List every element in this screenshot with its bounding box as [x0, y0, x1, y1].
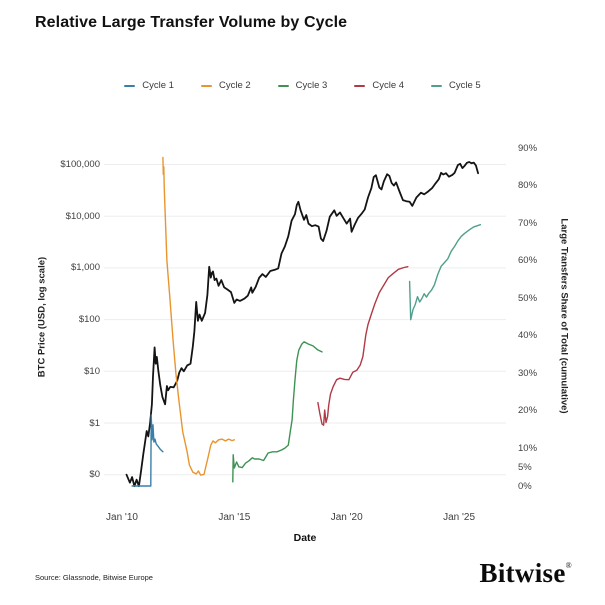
cycle-3-line	[232, 341, 323, 483]
registered-mark: ®	[565, 561, 572, 570]
legend-line-marker	[431, 84, 443, 87]
legend-line-marker	[277, 84, 289, 87]
legend-label: Cycle 4	[372, 80, 405, 91]
cycle-5-line	[408, 223, 482, 321]
right-tick-label: 0%	[518, 480, 532, 492]
right-tick-label: 20%	[518, 405, 538, 417]
legend-label: Cycle 3	[295, 80, 328, 91]
legend-item-cycle-3: Cycle 3	[277, 80, 328, 91]
right-tick-label: 40%	[518, 330, 538, 342]
legend: Cycle 1 Cycle 2 Cycle 3 Cycle 4 Cycle 5	[0, 80, 605, 91]
chart-title: Relative Large Transfer Volume by Cycle	[35, 14, 348, 31]
cycle-1-line	[131, 414, 164, 487]
legend-item-cycle-2: Cycle 2	[200, 80, 251, 91]
legend-line-marker	[354, 84, 366, 87]
x-tick-label: Jan '20	[330, 512, 363, 523]
legend-item-cycle-5: Cycle 5	[431, 80, 481, 91]
right-tick-label: 10%	[518, 442, 538, 454]
x-tick-label: Jan '25	[443, 512, 476, 523]
left-tick-label: $100	[78, 314, 100, 326]
left-tick-label: $1	[89, 417, 100, 429]
cycle-2-line	[162, 156, 236, 476]
right-tick-label: 80%	[518, 180, 538, 192]
cycle-4-line	[317, 266, 409, 426]
left-tick-label: $0	[89, 469, 100, 481]
legend-item-cycle-4: Cycle 4	[354, 80, 404, 91]
right-tick-label: 30%	[518, 367, 538, 379]
left-tick-label: $100,000	[60, 159, 100, 170]
right-tick-label: 90%	[518, 142, 538, 154]
left-tick-label: $1,000	[70, 262, 100, 274]
right-tick-label: 5%	[518, 461, 532, 473]
source-note: Source: Glassnode, Bitwise Europe	[35, 573, 153, 582]
right-tick-label: 50%	[518, 292, 538, 304]
legend-label: Cycle 1	[142, 80, 174, 91]
legend-label: Cycle 2	[218, 80, 251, 91]
btc-price-line	[125, 161, 480, 488]
legend-line-marker	[124, 84, 136, 87]
bitwise-logo: Bitwise®	[480, 558, 572, 589]
right-axis-title: Large Transfers Share of Total (cumulati…	[558, 218, 570, 414]
x-tick-label: Jan '15	[218, 512, 251, 523]
logo-text: Bitwise	[479, 558, 566, 588]
x-tick-label: Jan '10	[106, 512, 138, 523]
right-tick-label: 60%	[518, 255, 538, 267]
left-axis-title: BTC Price (USD, log scale)	[36, 256, 48, 378]
left-tick-label: $10,000	[65, 210, 100, 222]
left-tick-label: $10	[84, 365, 100, 377]
legend-line-marker	[200, 84, 212, 87]
legend-item-cycle-1: Cycle 1	[124, 80, 174, 91]
right-tick-label: 70%	[518, 217, 538, 229]
legend-label: Cycle 5	[449, 80, 481, 91]
x-axis-title: Date	[293, 532, 317, 544]
